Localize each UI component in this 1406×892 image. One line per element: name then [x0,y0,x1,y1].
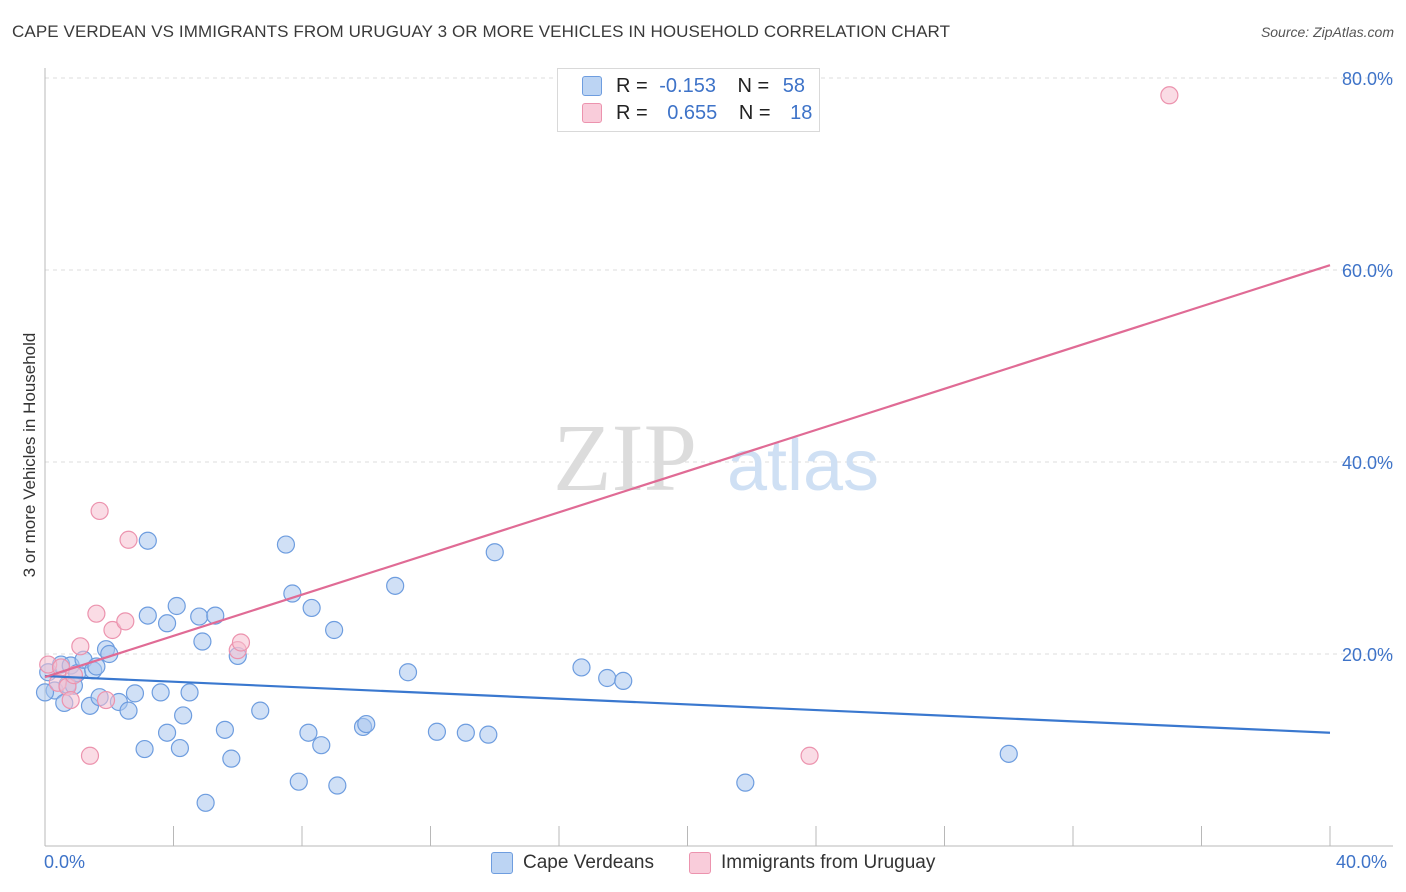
point-uruguay [1160,86,1179,105]
point-cape-verdean [357,714,376,734]
point-uruguay [231,633,251,652]
legend-item-uruguay: Immigrants from Uruguay [689,852,935,874]
point-cape-verdean [456,723,475,742]
y-tick-label: 40.0% [1342,453,1393,473]
point-cape-verdean [119,701,138,720]
grid-layer [45,77,1393,655]
point-uruguay [103,620,122,640]
r-label: R = [616,75,648,97]
trend-line-uruguay [44,264,1331,679]
point-cape-verdean [251,701,270,720]
point-uruguay [116,612,135,631]
legend-label: Immigrants from Uruguay [721,852,936,873]
point-uruguay [119,530,138,549]
point-cape-verdean [325,620,344,640]
point-cape-verdean [572,658,591,677]
point-cape-verdean [196,793,215,812]
point-cape-verdean [125,684,145,703]
point-cape-verdean [206,606,225,625]
y-tick-labels: 20.0% 40.0% 60.0% 80.0% [1342,69,1393,665]
point-cape-verdean [157,723,177,742]
point-cape-verdean [398,663,418,682]
point-cape-verdean [598,668,617,688]
point-cape-verdean [299,723,318,742]
point-uruguay [800,746,819,765]
r-value: 0.655 [667,102,718,124]
n-value: 58 [782,75,806,97]
source-credit: Source: ZipAtlas.com [1260,24,1394,40]
legend-label: Cape Verdeans [523,852,654,873]
point-cape-verdean [193,632,212,651]
n-value: 18 [790,102,813,124]
y-tick-label: 20.0% [1342,645,1393,665]
point-uruguay [87,604,106,623]
point-cape-verdean [302,598,321,618]
blue-swatch [582,76,602,96]
y-tick-label: 80.0% [1342,69,1393,89]
stats-legend: R = -0.153 N = 58 R = 0.655 N = 18 [557,68,820,132]
point-cape-verdean [180,683,199,702]
n-label: N = [738,102,771,124]
point-cape-verdean [999,744,1018,763]
watermark-zip: ZIP [553,404,697,511]
point-cape-verdean [328,776,347,795]
point-cape-verdean [135,739,154,759]
point-cape-verdean [215,720,234,739]
point-uruguay [96,690,116,710]
points-layer [35,86,1179,812]
point-uruguay [61,690,80,710]
point-cape-verdean [485,543,504,562]
watermark: ZIP atlas [553,404,879,511]
point-cape-verdean [170,738,190,758]
point-cape-verdean [222,749,241,768]
point-cape-verdean [614,671,633,690]
x-tick-label-max: 40.0% [1336,852,1388,872]
point-uruguay [90,501,109,521]
watermark-atlas: atlas [727,426,879,506]
point-cape-verdean [157,614,177,633]
point-uruguay [80,746,100,765]
point-cape-verdean [312,736,331,755]
n-label: N = [737,75,770,97]
r-label: R = [616,102,648,124]
point-cape-verdean [479,725,498,744]
point-cape-verdean [138,606,157,625]
r-value: -0.153 [659,75,716,97]
chart-title: CAPE VERDEAN VS IMMIGRANTS FROM URUGUAY … [12,22,951,41]
point-cape-verdean [167,596,186,616]
axis-layer [44,68,1393,847]
point-cape-verdean [151,683,170,702]
point-cape-verdean [386,576,405,595]
trend-line-cape-verdean [44,674,1331,734]
series-legend: Cape Verdeans Immigrants from Uruguay [0,852,1406,878]
point-cape-verdean [736,773,755,792]
blue-swatch [491,852,513,874]
pink-swatch [582,103,602,123]
legend-item-cape-verdeans: Cape Verdeans [491,852,654,874]
pink-swatch [689,852,711,874]
point-cape-verdean [289,772,308,791]
x-tick-label-min: 0.0% [44,852,86,872]
point-cape-verdean [190,607,209,626]
trend-layer [44,264,1331,734]
point-cape-verdean [427,722,447,741]
point-uruguay [71,637,90,656]
point-cape-verdean [276,535,296,554]
point-cape-verdean [138,531,157,550]
point-cape-verdean [35,683,55,702]
point-cape-verdean [283,584,302,603]
y-tick-label: 60.0% [1342,261,1393,281]
point-cape-verdean [174,706,193,725]
